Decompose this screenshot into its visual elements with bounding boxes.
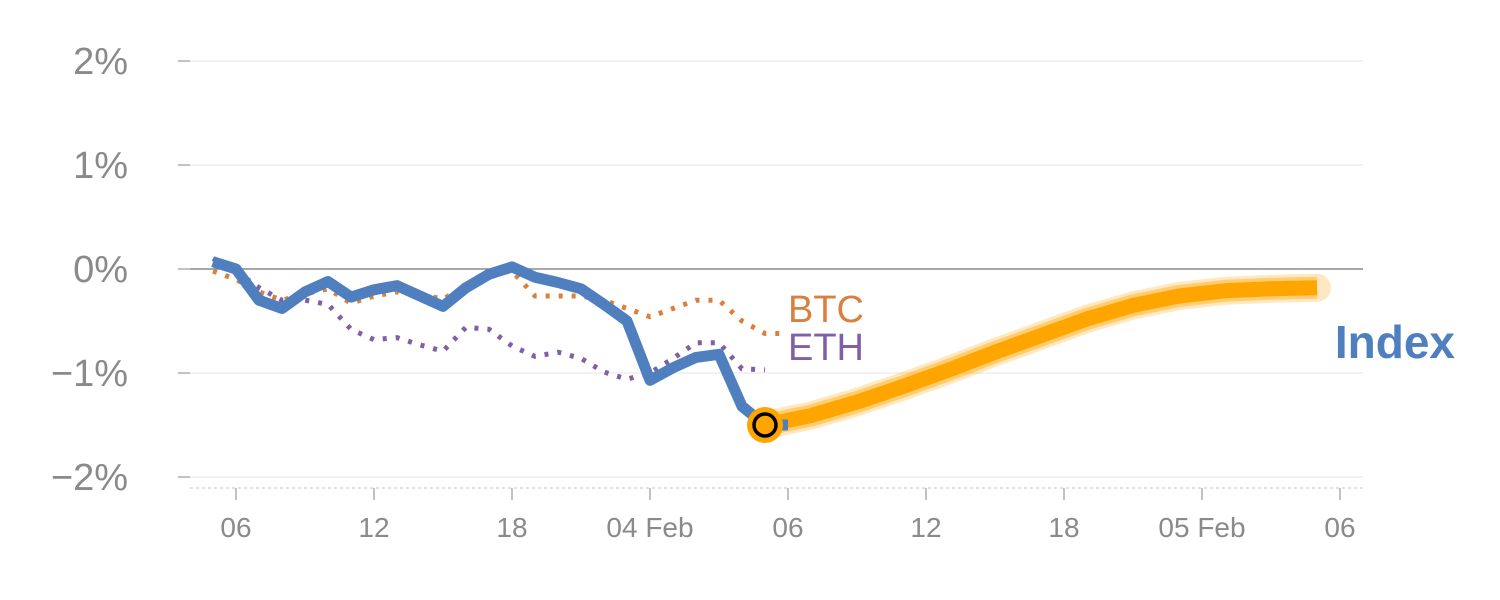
current-point-marker [752, 412, 778, 438]
y-axis-ticks: 2% 1% 0% −1% −2% [51, 41, 190, 499]
x-tick-label: 05 Feb [1158, 512, 1245, 543]
index-series-label: Index [1335, 316, 1456, 368]
x-tick-label: 12 [910, 512, 941, 543]
eth-series-label: ETH [788, 327, 864, 369]
forecast-line [763, 280, 1318, 433]
x-tick-label: 06 [772, 512, 803, 543]
index-series-line [211, 256, 788, 431]
eth-series-line [211, 256, 766, 382]
x-tick-label: 18 [496, 512, 527, 543]
y-tick-label: 2% [73, 41, 128, 83]
x-tick-label: 04 Feb [606, 512, 693, 543]
series-layer [211, 256, 788, 431]
x-tick-label: 12 [358, 512, 389, 543]
y-tick-label: −1% [51, 353, 128, 395]
y-tick-label: −2% [51, 457, 128, 499]
y-tick-label: 0% [73, 249, 128, 291]
grid-lines [190, 60, 1363, 478]
series-labels: BTC ETH Index [788, 289, 1455, 369]
x-axis-ticks: 06 12 18 04 Feb 06 12 18 05 Feb 06 [190, 487, 1363, 543]
x-tick-label: 18 [1048, 512, 1079, 543]
btc-series-label: BTC [788, 289, 864, 331]
forecast-layer [751, 273, 1331, 439]
x-tick-label: 06 [1324, 512, 1355, 543]
marker-layer [747, 407, 783, 443]
x-tick-label: 06 [220, 512, 251, 543]
y-tick-label: 1% [73, 145, 128, 187]
